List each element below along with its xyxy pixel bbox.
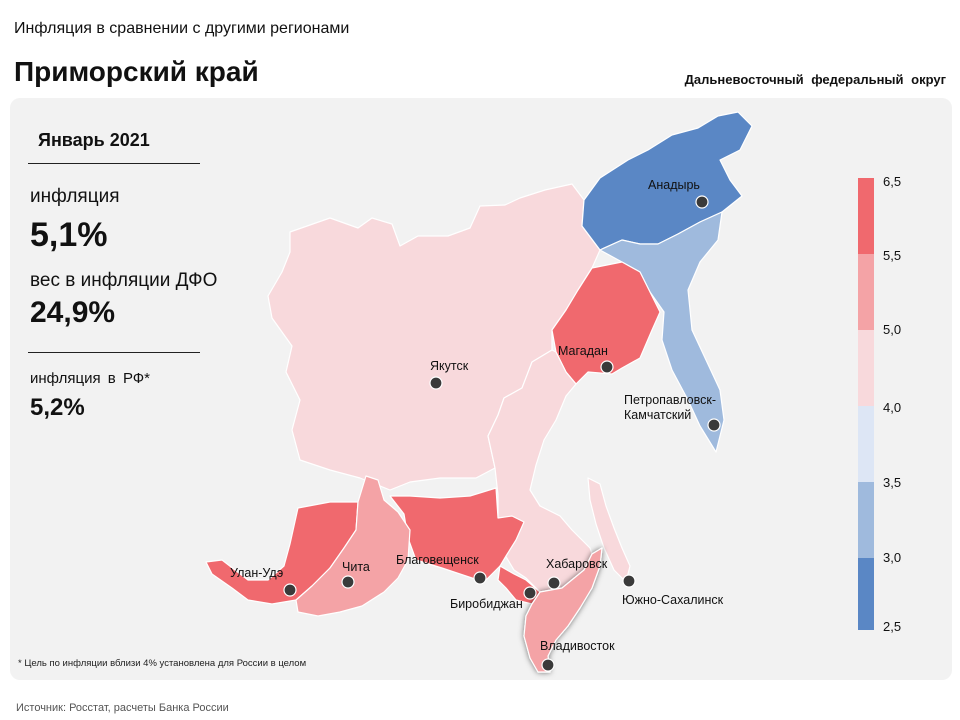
city-label-khabarovsk: Хабаровск <box>546 557 608 571</box>
color-legend: 6,5 5,5 5,0 4,0 3,5 3,0 2,5 <box>858 174 901 634</box>
period-label: Январь 2021 <box>38 130 150 150</box>
city-marker-ulan-ude[interactable] <box>283 583 297 597</box>
city-marker-magadan[interactable] <box>600 360 614 374</box>
city-label-anadyr: Анадырь <box>648 178 700 192</box>
region-yakutia[interactable] <box>267 183 601 491</box>
city-label-yuzhno-sakhalinsk: Южно-Сахалинск <box>622 593 724 607</box>
region-primorye[interactable] <box>523 547 603 673</box>
inflation-value: 5,1% <box>30 216 108 254</box>
city-marker-petropavlovsk[interactable] <box>707 418 721 432</box>
footnote: * Цель по инфляции вблизи 4% установлена… <box>18 658 307 669</box>
divider <box>28 163 200 164</box>
city-label-vladivostok: Владивосток <box>540 639 615 653</box>
weight-value: 24,9% <box>30 296 116 329</box>
city-label-magadan: Магадан <box>558 344 608 358</box>
city-label-yakutsk: Якутск <box>430 359 469 373</box>
inflation-label: инфляция <box>30 186 120 207</box>
region-amur[interactable] <box>389 487 525 583</box>
city-marker-yakutsk[interactable] <box>429 376 443 390</box>
rf-inflation-value: 5,2% <box>30 394 85 421</box>
rf-inflation-label: инфляция в РФ* <box>30 370 151 387</box>
city-label-birobidzhan: Биробиджан <box>450 597 523 611</box>
city-marker-birobidzhan[interactable] <box>523 586 537 600</box>
divider <box>28 352 200 353</box>
legend-tick: 5,5 <box>883 248 901 263</box>
weight-label: вес в инфляции ДФО <box>30 270 218 291</box>
legend-band-30-35 <box>858 482 874 558</box>
city-marker-khabarovsk[interactable] <box>547 576 561 590</box>
legend-band-25-30 <box>858 558 874 630</box>
city-marker-yuzhno-sakhalinsk[interactable] <box>622 574 636 588</box>
city-label-blagoveshchensk: Благовещенск <box>396 553 479 567</box>
legend-tick: 3,0 <box>883 550 901 565</box>
region-kamchatka[interactable] <box>599 211 725 453</box>
legend-tick: 4,0 <box>883 400 901 415</box>
subtitle: Инфляция в сравнении с другими регионами <box>14 20 350 37</box>
city-marker-vladivostok[interactable] <box>541 658 555 672</box>
legend-band-35-40 <box>858 406 874 482</box>
legend-band-50-55 <box>858 254 874 330</box>
region-sakhalin[interactable] <box>587 477 631 583</box>
city-label-petropavlovsk-2: Камчатский <box>624 408 691 422</box>
legend-tick: 2,5 <box>883 619 901 634</box>
city-marker-anadyr[interactable] <box>695 195 709 209</box>
district-label: Дальневосточный федеральный округ <box>684 72 946 87</box>
city-label-chita: Чита <box>342 560 370 574</box>
page-title: Приморский край <box>14 56 259 87</box>
legend-band-40-50 <box>858 330 874 406</box>
city-label-petropavlovsk-1: Петропавловск- <box>624 393 716 407</box>
region-zabaikalsky[interactable] <box>295 475 411 617</box>
city-label-ulan-ude: Улан-Удэ <box>230 566 283 580</box>
legend-tick: 6,5 <box>883 174 901 189</box>
source-note: Источник: Росстат, расчеты Банка России <box>16 702 229 714</box>
legend-tick: 5,0 <box>883 322 901 337</box>
legend-band-55-65 <box>858 178 874 254</box>
city-marker-chita[interactable] <box>341 575 355 589</box>
city-marker-blagoveshchensk[interactable] <box>473 571 487 585</box>
region-magadan[interactable] <box>551 261 661 385</box>
legend-tick: 3,5 <box>883 475 901 490</box>
